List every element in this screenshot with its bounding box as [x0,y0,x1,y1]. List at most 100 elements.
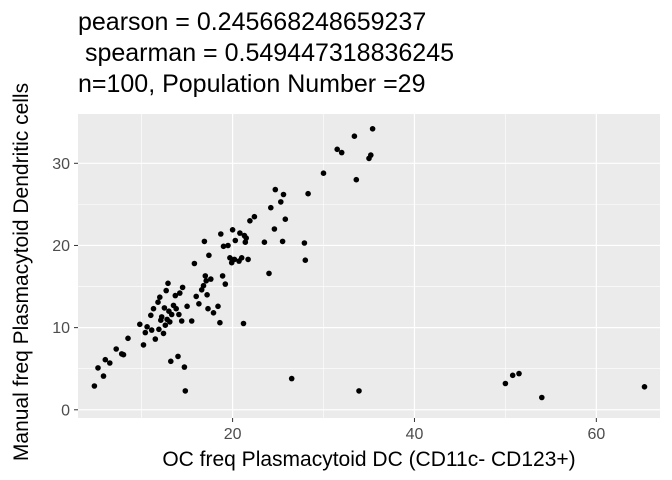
data-point [305,190,311,197]
data-point [334,146,341,153]
data-point [210,310,217,316]
data-point [351,133,358,139]
title-pearson: pearson = 0.245668248659237 [78,8,427,36]
data-point [107,360,113,366]
data-point [280,191,287,198]
y-tick-label: 10 [52,320,70,337]
y-tick-label: 30 [52,156,70,173]
data-point [356,388,362,394]
data-point [102,356,109,363]
data-point [148,327,155,333]
data-point [173,305,179,312]
data-point [168,358,174,365]
data-point [172,292,179,299]
data-point [245,256,251,263]
data-point [231,256,238,263]
data-point [157,294,163,301]
data-point [353,176,360,183]
data-point [125,335,131,342]
data-point [222,281,229,287]
data-point [156,326,162,333]
data-point [201,238,208,245]
y-tick-label: 0 [61,402,70,419]
data-point [182,388,189,394]
data-point [177,290,183,296]
data-point [261,239,268,245]
data-point [140,342,147,348]
data-point [168,311,175,318]
data-point [288,375,295,382]
data-point [179,284,186,291]
data-point [215,303,221,310]
x-tick-label: 60 [587,426,605,443]
y-axis-title: Manual freq Plasmacytoid Dendritic cells [10,83,33,461]
data-point [217,319,223,326]
data-point [95,365,101,371]
data-point [176,311,182,318]
data-point [137,321,143,328]
data-point [271,226,278,232]
data-point [369,126,376,132]
data-point [218,231,224,237]
data-point [320,170,327,176]
x-tick-label: 40 [406,426,424,443]
data-point [191,260,198,267]
plot-panel [78,114,660,418]
data-point [205,305,211,312]
x-tick-label: 20 [224,426,242,443]
data-point [163,287,169,294]
data-point [509,372,516,379]
data-point [251,213,258,220]
data-point [268,204,274,211]
data-point [200,282,207,289]
y-tick-label: 20 [52,238,70,255]
data-point [100,373,107,379]
data-point [641,384,648,390]
x-axis: 20 40 60 [224,418,605,443]
data-point [152,336,159,342]
data-point [220,243,227,250]
title-spearman: spearman = 0.549447318836245 [78,39,455,67]
data-point [229,227,236,233]
data-point [188,318,195,324]
data-point [184,303,190,310]
data-point [178,318,185,324]
data-point [225,242,231,249]
data-point [240,320,247,327]
data-point [161,305,168,311]
data-point [144,324,150,330]
grid-major [78,114,660,418]
data-point [150,305,157,312]
data-point [162,322,169,329]
data-point [142,329,149,336]
data-point [227,254,233,261]
data-point [167,319,173,325]
title-population: n=100, Population Number =29 [78,70,426,98]
data-point [158,314,165,320]
data-point [301,240,308,246]
data-point [232,237,239,244]
data-point [148,312,154,319]
data-points [91,126,648,401]
data-point [113,346,119,352]
data-point [272,186,279,193]
data-point [516,370,522,377]
data-point [247,218,253,224]
data-point [282,216,289,222]
data-point [202,273,209,279]
data-point [243,235,249,241]
data-point [279,238,286,245]
data-point [206,252,212,259]
data-point [208,276,214,282]
data-point [219,273,226,279]
data-point [238,254,245,261]
data-point [193,293,199,300]
data-point [155,299,161,306]
grid-minor [78,114,660,418]
data-point [160,330,167,337]
data-point [120,351,127,358]
data-point [165,280,171,287]
data-point [302,257,309,264]
data-point [204,292,210,298]
